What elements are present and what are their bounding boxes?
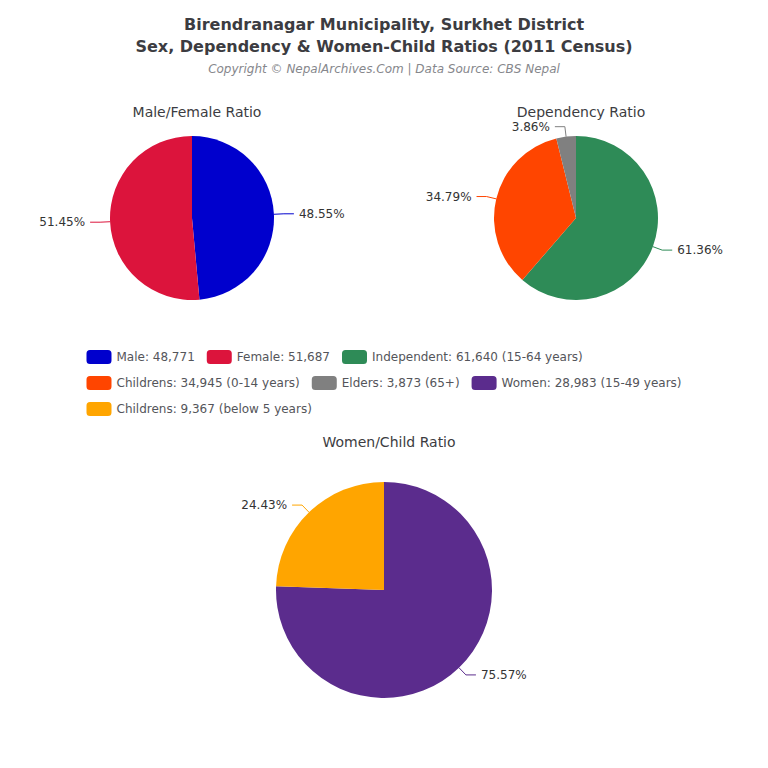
svg-text:Women: 28,983 (15-49 years): Women: 28,983 (15-49 years) (502, 376, 682, 390)
svg-text:Sex, Dependency & Women-Child: Sex, Dependency & Women-Child Ratios (20… (135, 37, 632, 56)
svg-text:Birendranagar Municipality, Su: Birendranagar Municipality, Surkhet Dist… (184, 15, 584, 34)
svg-text:48.55%: 48.55% (299, 207, 345, 221)
svg-text:Male/Female Ratio: Male/Female Ratio (133, 104, 262, 120)
svg-text:Dependency Ratio: Dependency Ratio (517, 104, 646, 120)
svg-text:Childrens: 34,945 (0-14 years): Childrens: 34,945 (0-14 years) (116, 376, 299, 390)
svg-text:3.86%: 3.86% (512, 120, 550, 134)
svg-text:61.36%: 61.36% (677, 243, 723, 257)
svg-text:Elders: 3,873 (65+): Elders: 3,873 (65+) (342, 376, 460, 390)
svg-text:Female: 51,687: Female: 51,687 (237, 350, 330, 364)
svg-text:Male: 48,771: Male: 48,771 (116, 350, 194, 364)
svg-text:24.43%: 24.43% (241, 498, 287, 512)
svg-text:Childrens: 9,367 (below 5 year: Childrens: 9,367 (below 5 years) (116, 402, 311, 416)
svg-text:Independent: 61,640 (15-64 yea: Independent: 61,640 (15-64 years) (372, 350, 583, 364)
svg-text:75.57%: 75.57% (481, 668, 527, 682)
svg-text:51.45%: 51.45% (39, 215, 85, 229)
svg-text:Copyright © NepalArchives.Com: Copyright © NepalArchives.Com | Data Sou… (208, 62, 560, 76)
svg-text:Women/Child Ratio: Women/Child Ratio (322, 434, 455, 450)
svg-text:34.79%: 34.79% (426, 190, 472, 204)
